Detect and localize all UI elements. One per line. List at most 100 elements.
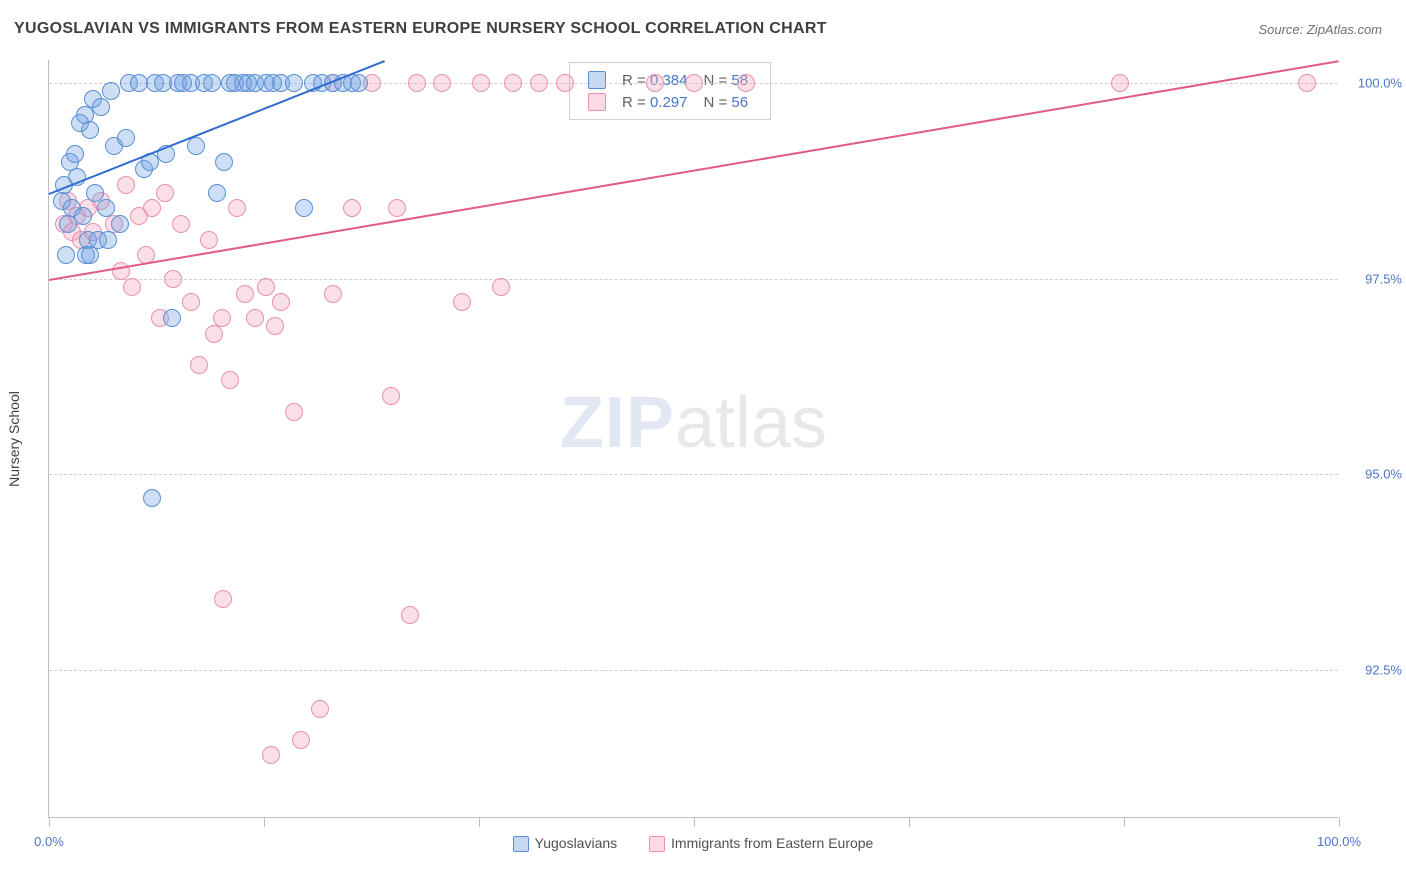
data-point-b <box>472 74 490 92</box>
swatch-yugoslavians-icon <box>588 71 606 89</box>
data-point-b <box>257 278 275 296</box>
watermark: ZIPatlas <box>560 382 827 464</box>
y-tick-label: 92.5% <box>1365 662 1402 677</box>
swatch-eastern-europe-icon <box>588 93 606 111</box>
r-value-b: 0.297 <box>650 94 688 111</box>
x-tick <box>264 817 265 827</box>
data-point-b <box>504 74 522 92</box>
legend-row-b: R = 0.297 N = 56 <box>580 91 756 113</box>
legend-table: R = 0.384 N = 58 R = 0.297 N = 56 <box>580 69 756 113</box>
data-point-a <box>66 145 84 163</box>
data-point-b <box>408 74 426 92</box>
chart-title: YUGOSLAVIAN VS IMMIGRANTS FROM EASTERN E… <box>14 20 827 37</box>
gridline-h <box>49 279 1338 280</box>
data-point-b <box>492 278 510 296</box>
data-point-b <box>685 74 703 92</box>
chart-header: YUGOSLAVIAN VS IMMIGRANTS FROM EASTERN E… <box>14 20 1392 48</box>
n-label: N = <box>703 94 727 111</box>
x-tick <box>1124 817 1125 827</box>
data-point-a <box>285 74 303 92</box>
source-attribution: Source: ZipAtlas.com <box>1258 22 1382 37</box>
data-point-a <box>203 74 221 92</box>
data-point-b <box>343 199 361 217</box>
data-point-a <box>295 199 313 217</box>
x-tick <box>479 817 480 827</box>
data-point-b <box>1111 74 1129 92</box>
data-point-a <box>350 74 368 92</box>
legend-row-a: R = 0.384 N = 58 <box>580 69 756 91</box>
data-point-b <box>324 285 342 303</box>
series-legend: Yugoslavians Immigrants from Eastern Eur… <box>48 835 1338 852</box>
data-point-b <box>143 199 161 217</box>
data-point-b <box>737 74 755 92</box>
data-point-b <box>172 215 190 233</box>
data-point-a <box>92 98 110 116</box>
watermark-zip: ZIP <box>560 383 675 463</box>
plot-area: ZIPatlas R = 0.384 N = 58 R = 0.297 N = <box>48 60 1338 818</box>
data-point-b <box>388 199 406 217</box>
data-point-a <box>143 489 161 507</box>
data-point-b <box>401 606 419 624</box>
data-point-b <box>272 293 290 311</box>
x-tick <box>694 817 695 827</box>
data-point-a <box>187 137 205 155</box>
data-point-b <box>311 700 329 718</box>
n-label: N = <box>703 72 727 89</box>
r-label: R = <box>622 94 646 111</box>
data-point-a <box>81 246 99 264</box>
y-tick-label: 97.5% <box>1365 271 1402 286</box>
data-point-b <box>213 309 231 327</box>
y-tick-label: 100.0% <box>1358 76 1402 91</box>
data-point-b <box>190 356 208 374</box>
plot-container: ZIPatlas R = 0.384 N = 58 R = 0.297 N = <box>48 60 1338 818</box>
data-point-b <box>156 184 174 202</box>
data-point-a <box>97 199 115 217</box>
data-point-b <box>530 74 548 92</box>
data-point-b <box>221 371 239 389</box>
legend-item-a: Yugoslavians <box>513 835 621 851</box>
swatch-a-icon <box>513 836 529 852</box>
data-point-b <box>646 74 664 92</box>
data-point-a <box>81 121 99 139</box>
data-point-a <box>208 184 226 202</box>
data-point-b <box>292 731 310 749</box>
gridline-h <box>49 474 1338 475</box>
data-point-b <box>1298 74 1316 92</box>
y-tick-label: 95.0% <box>1365 467 1402 482</box>
data-point-b <box>556 74 574 92</box>
data-point-a <box>215 153 233 171</box>
data-point-b <box>262 746 280 764</box>
data-point-b <box>117 176 135 194</box>
data-point-b <box>200 231 218 249</box>
data-point-b <box>246 309 264 327</box>
data-point-b <box>266 317 284 335</box>
data-point-a <box>57 246 75 264</box>
data-point-b <box>285 403 303 421</box>
legend-item-b: Immigrants from Eastern Europe <box>649 835 873 851</box>
data-point-b <box>205 325 223 343</box>
data-point-b <box>164 270 182 288</box>
x-tick <box>49 817 50 827</box>
data-point-b <box>382 387 400 405</box>
legend-label-a: Yugoslavians <box>535 835 618 851</box>
data-point-a <box>102 82 120 100</box>
gridline-h <box>49 670 1338 671</box>
data-point-b <box>453 293 471 311</box>
r-label: R = <box>622 72 646 89</box>
n-value-b: 56 <box>731 94 748 111</box>
data-point-a <box>117 129 135 147</box>
data-point-b <box>228 199 246 217</box>
data-point-a <box>74 207 92 225</box>
legend-label-b: Immigrants from Eastern Europe <box>671 835 873 851</box>
y-axis-label: Nursery School <box>6 391 22 487</box>
data-point-b <box>236 285 254 303</box>
data-point-b <box>123 278 141 296</box>
data-point-b <box>182 293 200 311</box>
data-point-a <box>99 231 117 249</box>
data-point-a <box>111 215 129 233</box>
data-point-b <box>433 74 451 92</box>
data-point-b <box>214 590 232 608</box>
x-tick <box>1339 817 1340 827</box>
watermark-atlas: atlas <box>675 383 827 463</box>
data-point-a <box>163 309 181 327</box>
